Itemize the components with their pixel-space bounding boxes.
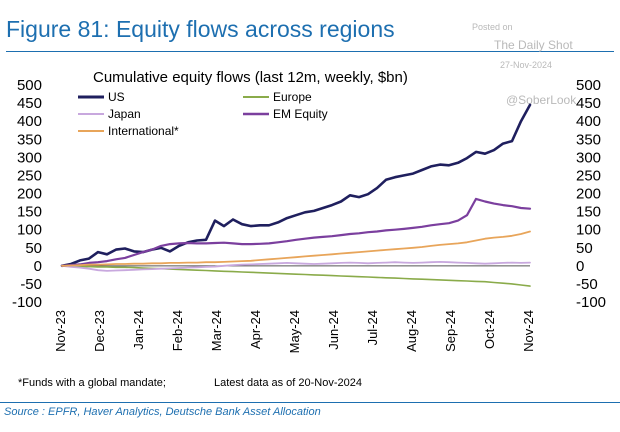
y-tick-label-left: 300	[17, 149, 42, 166]
y-tick-label-left: 400	[17, 113, 42, 130]
x-tick-label: Aug-24	[404, 310, 419, 352]
legend-label-japan: Japan	[108, 107, 141, 121]
x-tick-label: Jun-24	[326, 310, 341, 350]
y-tick-label-right: 50	[576, 240, 593, 257]
series-layer	[60, 103, 532, 287]
source-divider	[0, 402, 620, 403]
y-tick-label-left: 450	[17, 95, 42, 112]
series-line-international	[61, 230, 531, 267]
x-tick-label: Sep-24	[443, 310, 458, 352]
source-note: Source : EPFR, Haver Analytics, Deutsche…	[4, 406, 321, 418]
series-line-europe	[61, 264, 531, 287]
y-tick-label-right: 400	[576, 113, 601, 130]
y-tick-label-right: 0	[576, 258, 584, 275]
series-line-us	[60, 103, 532, 268]
x-tick-label: Jul-24	[365, 310, 380, 345]
x-tick-label: Dec-23	[92, 310, 107, 352]
y-tick-label-left: 350	[17, 131, 42, 148]
x-tick-label: Oct-24	[482, 310, 497, 349]
y-tick-label-right: 100	[576, 222, 601, 239]
y-tick-label-right: 450	[576, 95, 601, 112]
y-tick-label-left: 0	[34, 258, 42, 275]
chart-title: Cumulative equity flows (last 12m, weekl…	[93, 69, 408, 86]
watermark-handle: @SoberLook	[506, 93, 577, 107]
figure-title: Figure 81: Equity flows across regions	[6, 16, 395, 42]
y-tick-label-left: -100	[12, 294, 42, 311]
y-tick-label-right: 350	[576, 131, 601, 148]
legend-label-international: International*	[108, 124, 179, 138]
x-tick-label: May-24	[287, 310, 302, 353]
latest-data-note: Latest data as of 20-Nov-2024	[214, 377, 362, 389]
y-tick-label-left: -50	[20, 276, 42, 293]
y-tick-label-right: 500	[576, 77, 601, 94]
legend-label-us: US	[108, 90, 125, 104]
y-tick-label-left: 500	[17, 77, 42, 94]
y-tick-label-left: 200	[17, 186, 42, 203]
y-tick-label-left: 100	[17, 222, 42, 239]
x-tick-label: Jan-24	[131, 310, 146, 350]
x-tick-label: Mar-24	[209, 310, 224, 351]
y-tick-label-left: 50	[25, 240, 42, 257]
chart-legend: US Europe Japan EM Equity International*	[78, 90, 328, 138]
x-tick-label: Nov-24	[521, 310, 536, 352]
legend-label-em-equity: EM Equity	[273, 107, 328, 121]
y-tick-label-right: -100	[576, 294, 606, 311]
y-tick-label-left: 250	[17, 167, 42, 184]
x-tick-label: Nov-23	[53, 310, 68, 352]
series-line-japan	[61, 260, 531, 272]
axes-layer: 500450400350300250200150100500-50-100500…	[12, 77, 606, 353]
legend-label-europe: Europe	[273, 90, 312, 104]
y-tick-label-right: 200	[576, 186, 601, 203]
y-tick-label-right: 250	[576, 167, 601, 184]
watermark-posted-on: Posted on	[472, 22, 513, 32]
y-tick-label-left: 150	[17, 204, 42, 221]
funds-footnote: *Funds with a global mandate;	[18, 377, 166, 389]
y-tick-label-right: 300	[576, 149, 601, 166]
y-tick-label-right: -50	[576, 276, 598, 293]
x-tick-label: Apr-24	[248, 310, 263, 349]
watermark-date: 27-Nov-2024	[500, 60, 553, 70]
series-line-em-equity	[60, 197, 532, 267]
title-divider	[6, 51, 614, 52]
x-tick-label: Feb-24	[170, 310, 185, 351]
watermark-publisher: The Daily Shot	[494, 38, 573, 52]
y-tick-label-right: 150	[576, 204, 601, 221]
